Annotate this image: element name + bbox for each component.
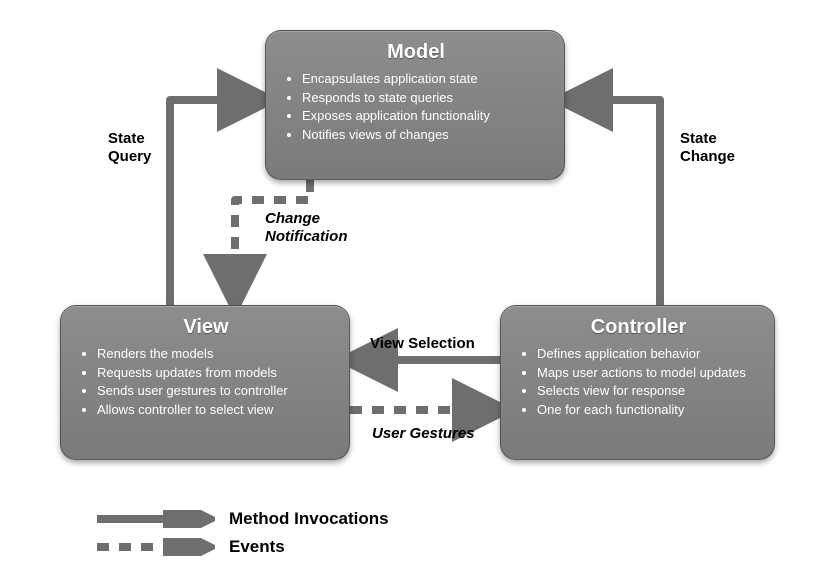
list-item: Notifies views of changes	[302, 126, 548, 144]
edge-controller-model	[565, 100, 660, 305]
list-item: One for each functionality	[537, 401, 758, 419]
mvc-diagram: Model Encapsulates application state Res…	[0, 0, 825, 577]
edge-label-view-controller: User Gestures	[372, 425, 475, 443]
legend-swatch-solid	[95, 510, 215, 528]
model-node: Model Encapsulates application state Res…	[265, 30, 565, 180]
view-bullets: Renders the models Requests updates from…	[79, 345, 333, 418]
legend: Method Invocations Events	[95, 509, 389, 557]
list-item: Allows controller to select view	[97, 401, 333, 419]
list-item: Encapsulates application state	[302, 70, 548, 88]
edge-label-controller-view: View Selection	[370, 335, 475, 353]
controller-bullets: Defines application behavior Maps user a…	[519, 345, 758, 418]
list-item: Exposes application functionality	[302, 107, 548, 125]
legend-solid-label: Method Invocations	[229, 509, 389, 529]
list-item: Requests updates from models	[97, 364, 333, 382]
list-item: Defines application behavior	[537, 345, 758, 363]
edge-view-model	[170, 100, 265, 305]
list-item: Renders the models	[97, 345, 333, 363]
list-item: Selects view for response	[537, 382, 758, 400]
legend-swatch-dashed	[95, 538, 215, 556]
view-node: View Renders the models Requests updates…	[60, 305, 350, 460]
edge-label-view-model: State Query	[108, 130, 151, 166]
list-item: Sends user gestures to controller	[97, 382, 333, 400]
model-bullets: Encapsulates application state Responds …	[284, 70, 548, 143]
edge-label-model-view: Change Notification	[265, 210, 348, 246]
controller-node: Controller Defines application behavior …	[500, 305, 775, 460]
edge-label-controller-model: State Change	[680, 130, 735, 166]
model-title: Model	[284, 41, 548, 64]
legend-row-solid: Method Invocations	[95, 509, 389, 529]
view-title: View	[79, 316, 333, 339]
legend-dashed-label: Events	[229, 537, 285, 557]
list-item: Responds to state queries	[302, 89, 548, 107]
legend-row-dashed: Events	[95, 537, 389, 557]
controller-title: Controller	[519, 316, 758, 339]
list-item: Maps user actions to model updates	[537, 364, 758, 382]
